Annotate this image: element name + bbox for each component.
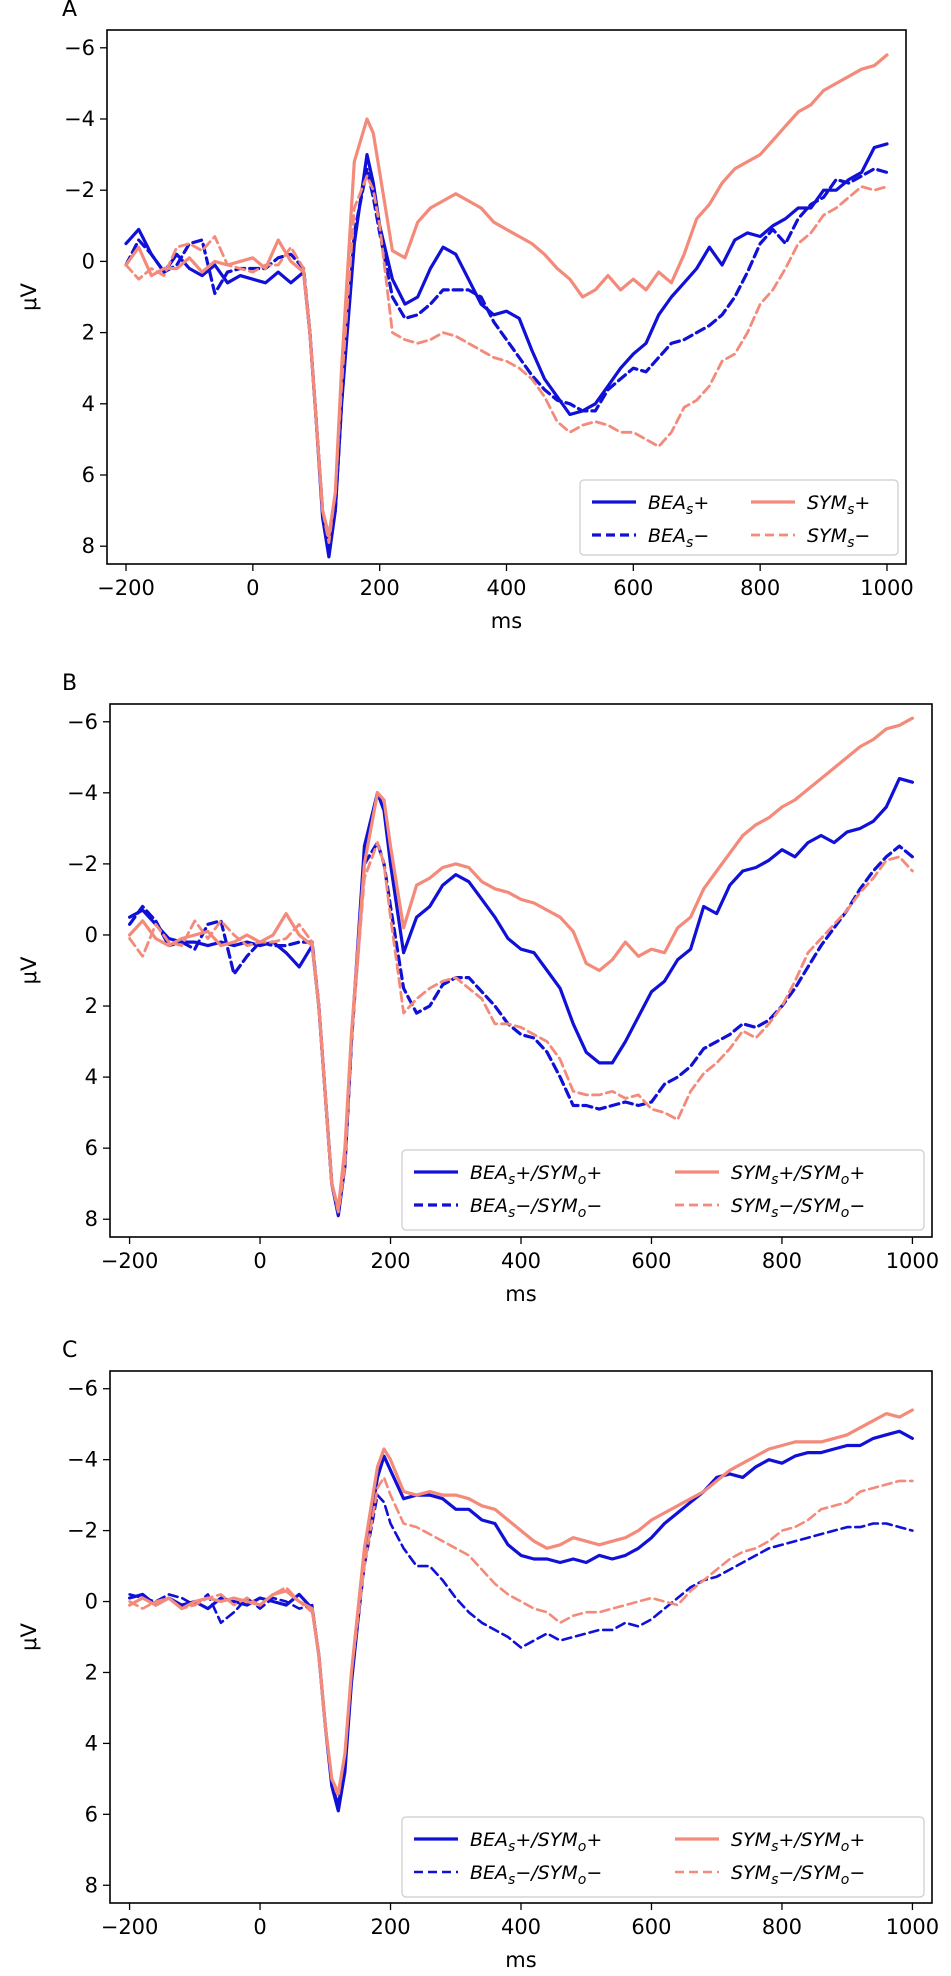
y-tick-label: 6 [85,1136,98,1160]
x-axis-label: ms [505,1948,536,1972]
y-tick-label: 0 [85,1590,98,1614]
chart-panel-C: C −200 0 200 400 600 800 1000 −6 −4 −2 0 2 4 6 8 ms μV BEA… [17,1338,939,1972]
y-tick-label: −2 [64,178,95,202]
x-tick-label: 1000 [886,1249,939,1273]
y-tick-label: −4 [64,107,95,131]
x-tick-label: 0 [253,1249,266,1273]
series-line-BEAs+/SYMo+ [128,1429,914,1813]
y-tick-label: 4 [85,1065,98,1089]
series-line-BEAs− [124,167,889,548]
x-axis-label: ms [505,1282,536,1306]
chart-panel-B: B −200 0 200 400 600 800 1000 −6 −4 −2 0 2 4 6 8 ms μV BEA… [17,671,939,1306]
series-group [124,53,889,559]
y-tick-label: −4 [67,781,98,805]
y-tick-label: 8 [85,1207,98,1231]
x-tick-label: 800 [762,1915,802,1939]
legend-label: BEAs+/SYMo+ [470,1162,602,1188]
legend-box [401,1816,925,1898]
series-line-SYMs−/SYMo− [128,1476,914,1798]
x-tick-label: 800 [740,576,780,600]
x-tick-label: 1000 [860,576,913,600]
y-tick-label: −6 [64,36,95,60]
legend-label: BEAs+ [648,492,709,518]
series-line-SYMs− [124,174,889,544]
y-tick-label: 0 [82,249,95,273]
panel-label: C [62,1338,77,1363]
x-tick-label: 400 [501,1915,541,1939]
legend-label: SYMs+/SYMo+ [731,1162,865,1188]
panel-label: A [62,0,77,22]
y-tick-label: 2 [85,1660,98,1684]
y-tick-label: −6 [67,710,98,734]
series-line-BEAs−/SYMo− [128,841,914,1214]
legend-label: BEAs−/SYMo− [470,1862,602,1888]
y-tick-label: 2 [82,321,95,345]
legend-label: BEAs−/SYMo− [470,1195,602,1221]
x-tick-label: 1000 [886,1915,939,1939]
chart-panel-A: A −200 0 200 400 600 800 1000 −6 −4 −2 0 2 4 6 8 ms μV BEA… [17,0,914,633]
legend-label: SYMs−/SYMo− [731,1862,865,1888]
x-tick-label: 600 [631,1915,671,1939]
series-group [128,1408,914,1813]
y-tick-label: −2 [67,852,98,876]
legend: BEAs+/SYMo+ BEAs−/SYMo− SYMs+/SYMo+ SYMs−/S… [401,1816,925,1898]
y-tick-label: −4 [67,1448,98,1472]
x-tick-label: 600 [613,576,653,600]
panel-label: B [62,671,77,696]
x-tick-label: −200 [97,576,155,600]
series-line-BEAs+ [124,142,889,559]
y-tick-label: 8 [85,1873,98,1897]
y-tick-label: 4 [82,392,95,416]
y-axis-label: μV [17,956,41,984]
legend-label: SYMs+/SYMo+ [731,1829,865,1855]
x-tick-label: 800 [762,1249,802,1273]
legend-label: SYMs− [807,525,870,551]
x-tick-label: −200 [101,1249,159,1273]
y-tick-label: 8 [82,534,95,558]
y-tick-label: 6 [82,463,95,487]
series-line-SYMs+/SYMo+ [128,716,914,1211]
y-axis-label: μV [17,283,41,311]
x-tick-label: 600 [631,1249,671,1273]
legend-label: SYMs−/SYMo− [731,1195,865,1221]
x-tick-label: 200 [370,1915,410,1939]
legend-label: BEAs+/SYMo+ [470,1829,602,1855]
x-tick-label: 400 [501,1249,541,1273]
y-tick-label: −2 [67,1519,98,1543]
x-tick-label: 200 [360,576,400,600]
series-line-SYMs−/SYMo− [128,841,914,1214]
x-tick-label: 0 [246,576,259,600]
series-line-BEAs−/SYMo− [128,1493,914,1805]
legend-label: SYMs+ [807,492,870,518]
series-line-SYMs+ [124,53,889,538]
legend: BEAs+/SYMo+ BEAs−/SYMo− SYMs+/SYMo+ SYMs−/S… [401,1149,925,1231]
y-tick-label: 0 [85,923,98,947]
legend-label: BEAs− [648,525,709,551]
x-axis-label: ms [491,609,522,633]
y-tick-label: −6 [67,1377,98,1401]
x-tick-label: 0 [253,1915,266,1939]
y-axis-label: μV [17,1623,41,1651]
series-group [128,716,914,1218]
x-tick-label: 400 [486,576,526,600]
y-tick-label: 6 [85,1802,98,1826]
legend-box [579,479,899,556]
y-tick-label: 2 [85,994,98,1018]
legend: BEAs+ BEAs− SYMs+ SYMs− [579,479,899,556]
x-tick-label: 200 [370,1249,410,1273]
y-tick-label: 4 [85,1731,98,1755]
legend-box [401,1149,925,1231]
x-tick-label: −200 [101,1915,159,1939]
